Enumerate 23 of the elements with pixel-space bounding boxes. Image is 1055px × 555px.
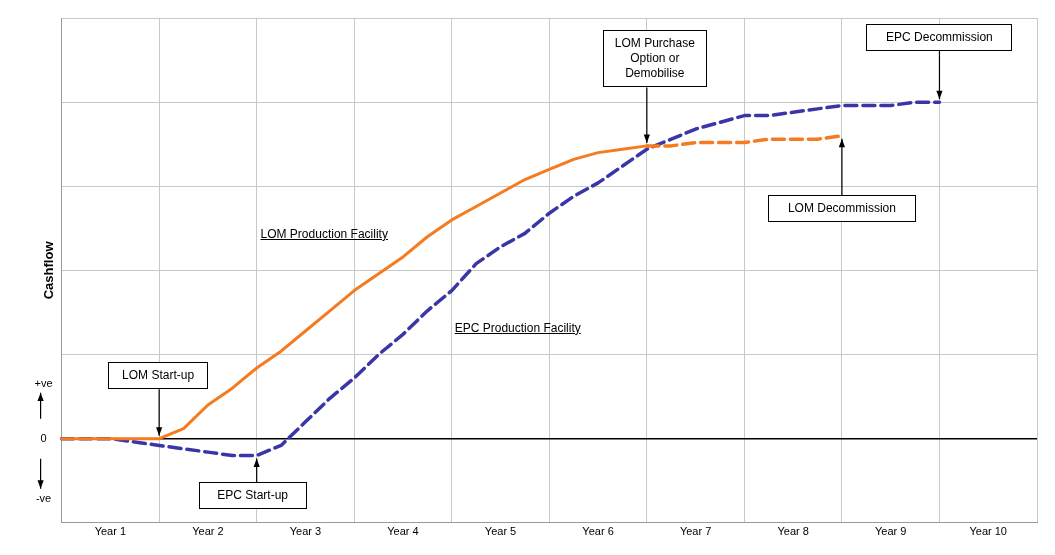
x-tick-label: Year 8 [777, 525, 809, 538]
callout-box: LOM Purchase Option or Demobilise [602, 30, 707, 88]
callout-box: EPC Decommission [866, 23, 1013, 51]
x-tick-label: Year 9 [874, 525, 907, 538]
text: -ve [35, 491, 52, 504]
x-tick-label: Year 1 [94, 525, 127, 538]
text: 0 [40, 431, 47, 444]
x-tick-label: Year 10 [969, 525, 1007, 538]
x-tick-label: Year 7 [679, 525, 712, 538]
callout-box: LOM Decommission [767, 195, 916, 223]
x-tick-label: Year 3 [289, 525, 322, 538]
x-tick-label: Year 5 [484, 525, 517, 538]
x-tick-label: Year 6 [582, 525, 614, 538]
x-tick-label: Year 2 [192, 525, 224, 538]
annotation: LOM Decommission [786, 201, 897, 217]
x-tick-label: Year 4 [387, 525, 419, 538]
annotation: LOM Start-up [121, 368, 196, 384]
text: EPC Production Facility [453, 320, 582, 337]
y-axis-title: Cashflow [41, 240, 57, 300]
callout-box: LOM Start-up [108, 362, 209, 390]
text: +ve [34, 376, 53, 389]
series-label: LOM Production Facility [259, 226, 389, 243]
callout-box: EPC Start-up [198, 482, 307, 509]
